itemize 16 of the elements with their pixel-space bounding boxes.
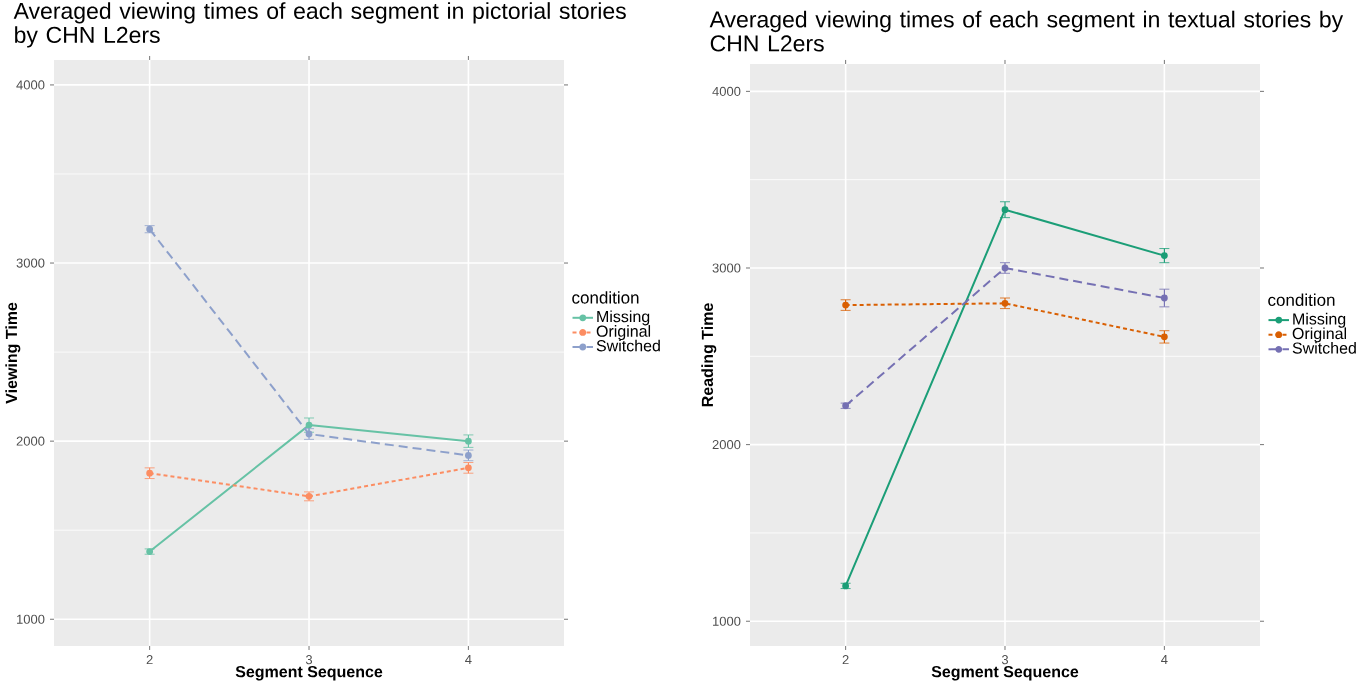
y-axis-title: Viewing Time bbox=[5, 302, 21, 404]
chart-title: Averaged viewing times of each segment in textual stories by CHN L2ers bbox=[709, 10, 1344, 52]
legend-label: Switched bbox=[596, 339, 660, 352]
point bbox=[1001, 206, 1009, 214]
legend-label: Original bbox=[1292, 327, 1347, 343]
x-axis-title: Segment Sequence bbox=[235, 665, 383, 681]
legend-title: condition bbox=[1268, 293, 1335, 307]
chart-title: Averaged viewing times of each segment in pictorial stories by CHN L2ers bbox=[13, 2, 626, 48]
legend-label: Switched bbox=[1292, 341, 1356, 354]
legend-label: Original bbox=[596, 325, 651, 341]
point bbox=[1160, 294, 1168, 302]
legend-label: Missing bbox=[1293, 312, 1346, 328]
x-axis-title: Segment Sequence bbox=[931, 665, 1079, 681]
y-axis-title: Reading Time bbox=[701, 303, 717, 407]
legend-label: Missing bbox=[597, 310, 650, 326]
legend-title: condition bbox=[572, 291, 639, 304]
